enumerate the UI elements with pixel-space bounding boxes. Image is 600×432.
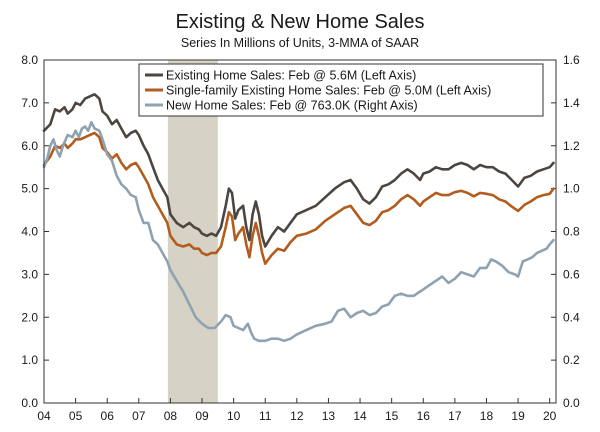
left-tick-label: 7.0 xyxy=(21,96,38,110)
series-line-new-home-sales xyxy=(42,120,555,343)
x-tick-label: 18 xyxy=(480,409,494,423)
plot-frame xyxy=(43,59,557,404)
x-tick-label: 06 xyxy=(101,409,115,423)
x-tick-label: 20 xyxy=(543,409,557,423)
legend-box xyxy=(138,63,544,117)
chart-title: Existing & New Home Sales xyxy=(176,11,425,33)
x-tick-label: 16 xyxy=(417,409,431,423)
x-tick-label: 14 xyxy=(353,409,367,423)
x-tick-label: 11 xyxy=(259,409,272,423)
x-tick-label: 17 xyxy=(448,409,462,423)
series-layer xyxy=(42,93,555,343)
left-tick-label: 2.0 xyxy=(21,310,38,324)
right-tick-label: 1.6 xyxy=(563,53,580,67)
series-line-single-family-existing xyxy=(42,131,555,266)
right-axis-ticks: 0.0 0.2 0.4 0.6 0.8 1.0 1.2 1.4 1.6 xyxy=(551,53,580,410)
right-tick-label: 0.0 xyxy=(563,396,580,410)
right-tick-label: 1.2 xyxy=(563,139,580,153)
legend-label-single-family: Single-family Existing Home Sales: Feb @… xyxy=(166,84,491,98)
x-tick-label: 13 xyxy=(322,409,336,423)
left-tick-label: 4.0 xyxy=(21,225,38,239)
chart-subtitle: Series In Millions of Units, 3-MMA of SA… xyxy=(181,36,419,50)
right-tick-label: 0.6 xyxy=(563,267,580,281)
x-tick-label: 15 xyxy=(385,409,399,423)
recession-shade xyxy=(167,60,218,403)
x-tick-label: 12 xyxy=(290,409,304,423)
left-tick-label: 5.0 xyxy=(21,182,38,196)
right-tick-label: 0.2 xyxy=(563,353,580,367)
right-tick-label: 1.4 xyxy=(563,96,580,110)
x-tick-label: 09 xyxy=(195,409,209,423)
right-tick-label: 0.4 xyxy=(563,310,580,324)
left-tick-label: 1.0 xyxy=(21,353,38,367)
legend-label-new-home: New Home Sales: Feb @ 763.0K (Right Axis… xyxy=(166,99,418,113)
x-tick-label: 04 xyxy=(37,409,51,423)
x-tick-label: 08 xyxy=(164,409,178,423)
legend: Existing Home Sales: Feb @ 5.6M (Left Ax… xyxy=(138,63,544,117)
left-tick-label: 3.0 xyxy=(21,267,38,281)
plot-border xyxy=(43,59,557,404)
recession-shade-layer xyxy=(167,60,218,403)
right-tick-label: 0.8 xyxy=(563,225,580,239)
legend-label-existing: Existing Home Sales: Feb @ 5.6M (Left Ax… xyxy=(166,69,416,83)
x-tick-label: 05 xyxy=(69,409,83,423)
x-axis-ticks: 04 05 06 07 08 09 10 11 12 13 14 15 16 17 18 19 20 xyxy=(37,398,557,423)
x-tick-label: 07 xyxy=(132,409,146,423)
x-tick-label: 19 xyxy=(511,409,525,423)
left-axis-ticks: 0.0 1.0 2.0 3.0 4.0 5.0 6.0 7.0 8.0 xyxy=(21,53,49,410)
x-tick-label: 10 xyxy=(227,409,241,423)
series-line-existing-home-sales xyxy=(42,93,555,248)
left-tick-label: 0.0 xyxy=(21,396,38,410)
right-tick-label: 1.0 xyxy=(563,182,580,196)
left-tick-label: 6.0 xyxy=(21,139,38,153)
left-tick-label: 8.0 xyxy=(21,53,38,67)
